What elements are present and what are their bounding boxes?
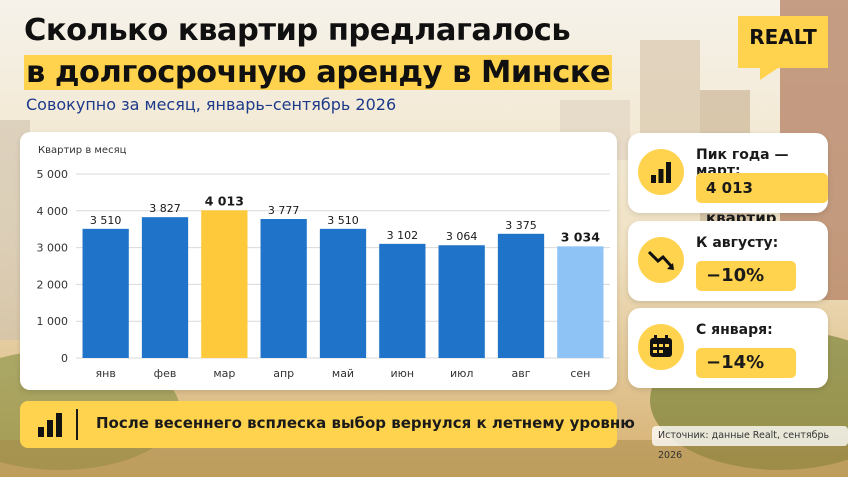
x-tick-label: июл <box>450 367 473 380</box>
bar-value-label: 3 510 <box>327 214 359 227</box>
bar-value-label: 3 827 <box>149 202 181 215</box>
stat-card-august: К августу: −10% <box>628 221 828 301</box>
bar-value-label: 3 064 <box>446 230 478 243</box>
x-tick-label: сен <box>570 367 590 380</box>
y-axis-label: Квартир в месяц <box>38 145 127 156</box>
bar-chart-icon <box>38 413 62 437</box>
banner-text: После весеннего всплеска выбор вернулся … <box>96 414 635 432</box>
stat-card-value: −10% <box>696 261 796 291</box>
subtitle: Совокупно за месяц, январь–сентябрь 2026 <box>26 95 397 114</box>
bar-value-label: 4 013 <box>205 193 244 208</box>
source-note: Источник: данные Realt, сентябрь 2026 <box>652 426 848 461</box>
bar-chart-icon <box>638 149 684 195</box>
bar <box>497 233 545 358</box>
bar-value-label: 3 375 <box>505 219 537 232</box>
stat-card-january: С января: −14% <box>628 308 828 388</box>
x-tick-label: авг <box>511 367 530 380</box>
bar <box>201 210 248 358</box>
x-tick-label: апр <box>273 367 294 380</box>
bar-value-label: 3 777 <box>268 204 300 217</box>
stat-card-label: К августу: <box>696 235 779 251</box>
y-tick-label: 0 <box>61 352 68 365</box>
x-tick-label: мар <box>213 367 235 380</box>
y-tick-label: 2 000 <box>37 278 69 291</box>
realt-logo <box>738 16 828 80</box>
y-tick-label: 4 000 <box>37 205 69 218</box>
x-tick-label: май <box>332 367 354 380</box>
bar <box>82 228 129 358</box>
page-title: Сколько квартир предлагалось в долгосроч… <box>24 10 613 94</box>
bar <box>260 219 307 358</box>
stat-card-value: −14% <box>696 348 796 378</box>
calendar-icon <box>638 324 684 370</box>
bar-value-label: 3 034 <box>561 229 600 244</box>
chart-card: Квартир в месяц 0 1 000 2 000 3 000 4 000 5 0… <box>20 132 617 390</box>
conclusion-banner: После весеннего всплеска выбор вернулся … <box>20 401 635 448</box>
bar-chart: Квартир в месяц 0 1 000 2 000 3 000 4 000 5 0… <box>37 145 610 380</box>
x-tick-label: янв <box>96 367 116 380</box>
stat-card-value: 4 013 квартир <box>696 173 828 227</box>
y-tick-label: 1 000 <box>37 315 69 328</box>
bar <box>438 245 485 358</box>
bar <box>141 217 189 358</box>
bar-value-label: 3 510 <box>90 214 122 227</box>
x-tick-label: фев <box>154 367 177 380</box>
banner-divider <box>76 409 78 440</box>
bar-value-label: 3 102 <box>387 229 419 242</box>
trend-down-icon <box>638 237 684 283</box>
bar <box>557 246 604 358</box>
title-line-2: в долгосрочную аренду в Минске <box>24 55 613 90</box>
title-line-1: Сколько квартир предлагалось <box>24 13 571 48</box>
logo-text: REALT <box>749 25 817 49</box>
stat-card-label: С января: <box>696 322 773 338</box>
bar <box>319 228 367 358</box>
y-tick-label: 5 000 <box>37 168 69 181</box>
x-tick-label: июн <box>391 367 415 380</box>
bar <box>379 243 426 358</box>
stat-card-peak: Пик года — март: 4 013 квартир <box>628 133 828 227</box>
y-tick-label: 3 000 <box>37 242 69 255</box>
